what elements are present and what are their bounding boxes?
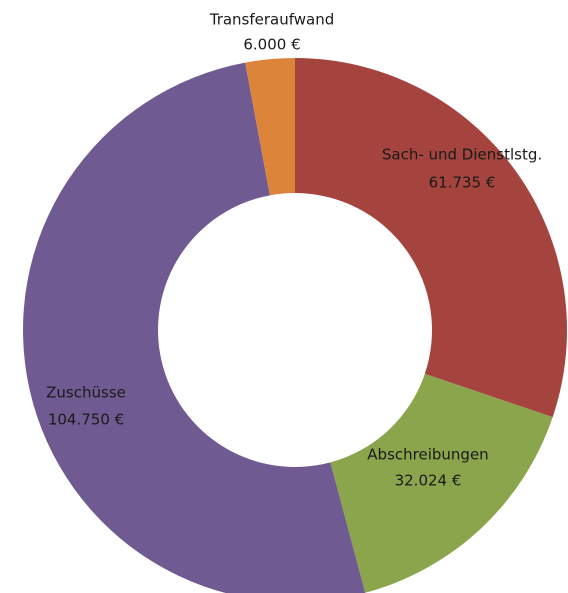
segment-value: 61.735 € — [429, 174, 496, 192]
donut-segment — [245, 58, 295, 196]
segment-label: Abschreibungen — [367, 446, 488, 464]
segment-label: Transferaufwand — [209, 11, 335, 29]
donut-segment — [330, 373, 553, 593]
donut-segment — [23, 62, 366, 593]
donut-segment — [295, 58, 567, 418]
segment-value: 32.024 € — [395, 472, 462, 490]
segment-value: 104.750 € — [48, 411, 124, 429]
segment-value: 6.000 € — [243, 36, 300, 54]
segment-label: Zuschüsse — [46, 384, 126, 402]
segment-label: Sach- und Dienstlstg. — [382, 146, 542, 164]
